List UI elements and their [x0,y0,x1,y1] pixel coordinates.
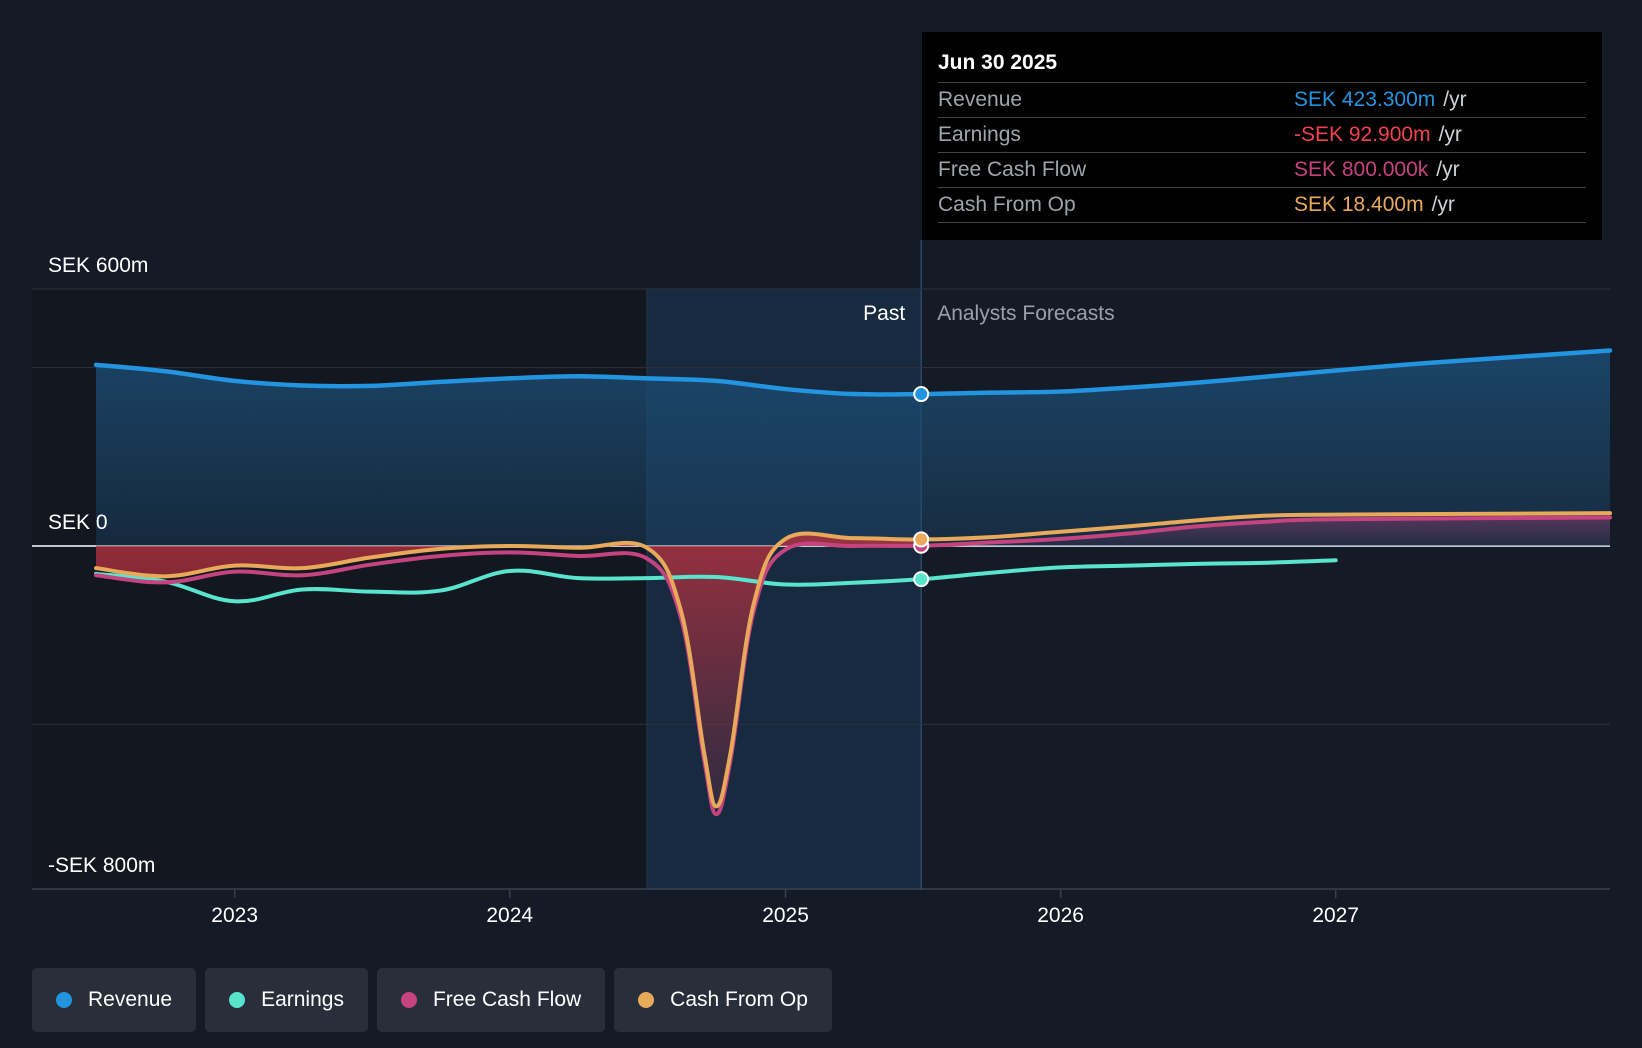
legend-item-revenue[interactable]: Revenue [32,968,197,1032]
earnings-dot-icon [229,992,246,1008]
tooltip-panel: Jun 30 2025 Revenue SEK 423.300m /yr Ear… [922,32,1602,240]
financial-chart: SEK 600m SEK 0 -SEK 800m 2023 2024 2025 2026 20… [32,240,1613,927]
tooltip-row-earnings: Earnings -SEK 92.900m /yr [938,118,1586,153]
revenue-dot-icon [56,992,72,1008]
legend-label: Earnings [261,988,344,1011]
legend-item-earnings[interactable]: Earnings [205,968,368,1032]
tooltip-value: SEK 423.300m [1294,88,1436,111]
cash-flow-negative-area [96,533,922,807]
tooltip-row-revenue: Revenue SEK 423.300m /yr [938,83,1586,118]
tooltip-value: SEK 800.000k [1294,158,1429,181]
x-tick-label: 2027 [1312,904,1359,927]
cash-from-op-marker[interactable] [913,531,930,548]
x-tick-label: 2024 [486,904,533,927]
tooltip-label: Cash From Op [938,193,1076,216]
free-cash-flow-dot-icon [400,992,417,1008]
x-tick-label: 2023 [211,904,258,927]
legend-item-free-cash-flow[interactable]: Free Cash Flow [376,968,606,1032]
earnings-marker[interactable] [913,571,930,588]
legend-item-cash-from-op[interactable]: Cash From Op [614,968,832,1032]
revenue-line [93,348,1613,397]
tooltip-value: -SEK 92.900m [1294,123,1431,146]
tooltip-value: SEK 18.400m [1294,193,1424,216]
tooltip-row-free-cash-flow: Free Cash Flow SEK 800.000k /yr [938,153,1586,188]
earnings-line [94,558,1338,604]
tooltip-date: Jun 30 2025 [938,48,1586,83]
y-axis-label: SEK 0 [48,511,108,534]
legend-label: Revenue [88,988,173,1011]
x-tick-label: 2025 [762,904,809,927]
x-tick-label: 2026 [1037,904,1084,927]
revenue-marker[interactable] [913,386,930,403]
past-label: Past [863,302,905,325]
tooltip-label: Revenue [938,88,1023,111]
y-axis-label: -SEK 800m [48,854,155,877]
legend-label: Cash From Op [670,988,808,1011]
cash-from-op-dot-icon [638,992,655,1008]
tooltip-label: Free Cash Flow [938,158,1087,181]
revenue-area [96,350,1610,546]
y-axis-label: SEK 600m [48,254,148,277]
legend-label: Free Cash Flow [432,988,582,1011]
cash-from-op-line [94,511,1612,809]
tooltip-unit: /yr [1438,123,1462,146]
tooltip-unit: /yr [1431,193,1455,216]
tooltip-label: Earnings [938,123,1021,146]
tooltip-unit: /yr [1436,158,1460,181]
tooltip-unit: /yr [1443,88,1467,111]
tooltip-row-cash-from-op: Cash From Op SEK 18.400m /yr [938,188,1586,223]
legend: Revenue Earnings Free Cash Flow Cash Fro… [32,968,832,1032]
forecast-label: Analysts Forecasts [937,302,1114,325]
cash-flow-positive-area [921,517,1610,546]
